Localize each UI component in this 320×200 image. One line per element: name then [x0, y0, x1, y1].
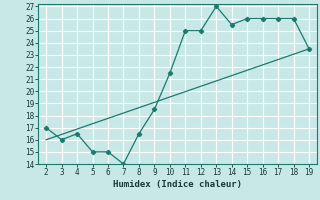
X-axis label: Humidex (Indice chaleur): Humidex (Indice chaleur) [113, 180, 242, 189]
